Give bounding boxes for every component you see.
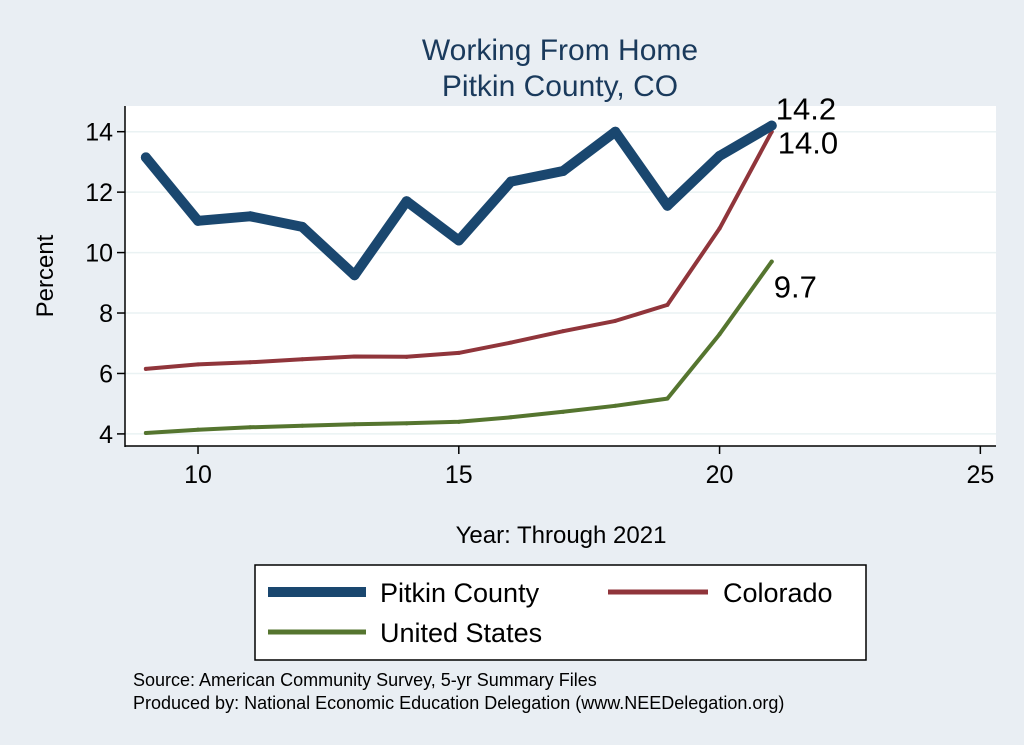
data-point-colorado [613, 318, 618, 323]
y-tick-label-10: 10 [85, 240, 113, 268]
data-point-united-states [769, 259, 774, 264]
end-label-united-states: 9.7 [774, 270, 817, 305]
data-point-pitkin-county [766, 120, 777, 131]
data-point-united-states [352, 422, 357, 427]
data-point-colorado [143, 366, 148, 371]
data-point-colorado [196, 362, 201, 367]
y-tick-label-4: 4 [99, 421, 113, 449]
data-point-colorado [404, 354, 409, 359]
data-point-united-states [143, 431, 148, 436]
legend-label-colorado: Colorado [723, 578, 833, 608]
y-tick-label-12: 12 [85, 179, 113, 207]
y-tick-label-14: 14 [85, 119, 113, 147]
data-point-colorado [508, 340, 513, 345]
data-point-united-states [300, 423, 305, 428]
data-point-colorado [717, 226, 722, 231]
data-point-united-states [613, 403, 618, 408]
y-axis-title: Percent [32, 234, 59, 317]
y-tick-label-8: 8 [99, 300, 113, 328]
x-tick-label-15: 15 [445, 461, 473, 489]
plot-area [125, 106, 996, 446]
data-point-united-states [248, 425, 253, 430]
x-tick-label-10: 10 [184, 461, 212, 489]
data-point-united-states [717, 332, 722, 337]
data-point-pitkin-county [453, 235, 464, 246]
data-point-colorado [300, 357, 305, 362]
data-point-united-states [196, 427, 201, 432]
data-point-pitkin-county [401, 196, 412, 207]
data-point-united-states [561, 409, 566, 414]
data-point-colorado [561, 329, 566, 334]
data-point-colorado [352, 354, 357, 359]
legend-label-pitkin-county: Pitkin County [380, 578, 540, 608]
data-point-pitkin-county [245, 211, 256, 222]
axes: 4 6 8 10 12 14 10 15 20 25 [85, 106, 996, 489]
legend-label-united-states: United States [380, 618, 542, 648]
x-axis-title: Year: Through 2021 [456, 522, 667, 549]
data-point-colorado [665, 302, 670, 307]
data-point-pitkin-county [610, 126, 621, 137]
data-point-united-states [665, 396, 670, 401]
data-point-pitkin-county [505, 176, 516, 187]
produced-by-line: Produced by: National Economic Education… [133, 693, 784, 713]
data-point-pitkin-county [297, 221, 308, 232]
end-label-pitkin-county: 14.2 [776, 92, 836, 127]
source-line: Source: American Community Survey, 5-yr … [133, 670, 597, 690]
x-tick-label-20: 20 [706, 461, 734, 489]
x-tick-label-25: 25 [966, 461, 994, 489]
legend: Pitkin County Colorado United States [254, 564, 867, 661]
data-point-pitkin-county [714, 150, 725, 161]
end-labels: 14.214.0 9.7 [774, 92, 838, 305]
end-label-colorado: 14.0 [778, 126, 838, 161]
data-point-colorado [248, 360, 253, 365]
data-point-pitkin-county [558, 165, 569, 176]
series-layer [140, 120, 777, 436]
data-point-pitkin-county [193, 215, 204, 226]
data-point-united-states [456, 419, 461, 424]
chart-title-line-2: Pitkin County, CO [442, 70, 678, 103]
data-point-united-states [404, 421, 409, 426]
chart-title-line-1: Working From Home [422, 34, 698, 67]
data-point-pitkin-county [140, 152, 151, 163]
legend-box [254, 564, 867, 661]
data-point-united-states [508, 415, 513, 420]
data-point-pitkin-county [662, 200, 673, 211]
grid-lines [125, 130, 996, 435]
data-point-colorado [456, 350, 461, 355]
y-tick-label-6: 6 [99, 360, 113, 388]
data-point-pitkin-county [349, 270, 360, 281]
